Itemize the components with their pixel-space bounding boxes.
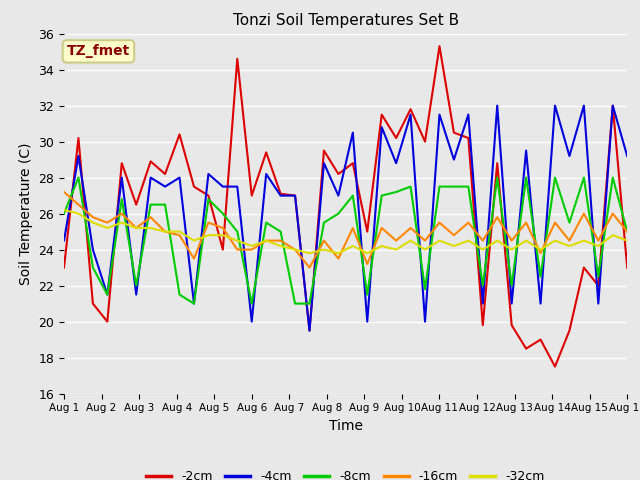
X-axis label: Time: Time <box>328 419 363 433</box>
Y-axis label: Soil Temperature (C): Soil Temperature (C) <box>19 143 33 285</box>
Legend: -2cm, -4cm, -8cm, -16cm, -32cm: -2cm, -4cm, -8cm, -16cm, -32cm <box>141 465 550 480</box>
Title: Tonzi Soil Temperatures Set B: Tonzi Soil Temperatures Set B <box>232 13 459 28</box>
Text: TZ_fmet: TZ_fmet <box>67 44 130 59</box>
